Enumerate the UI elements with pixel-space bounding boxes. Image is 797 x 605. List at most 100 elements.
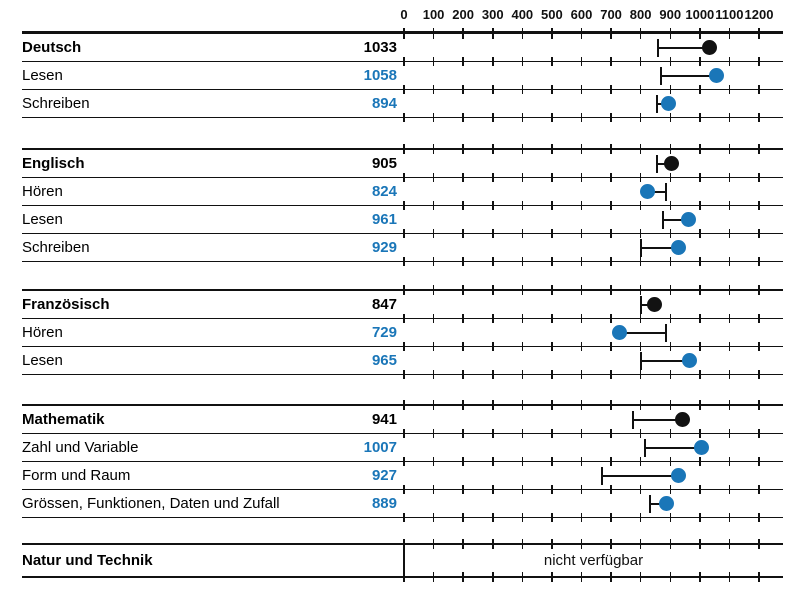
grid-tick (492, 572, 494, 582)
axis-line (22, 31, 783, 34)
grid-tick (639, 257, 642, 266)
grid-tick (639, 314, 642, 323)
grid-tick (580, 539, 583, 549)
row-separator (22, 489, 783, 490)
row-separator (22, 346, 783, 347)
row-separator (22, 89, 783, 90)
grid-tick (551, 485, 553, 494)
grid-tick (728, 485, 731, 494)
grid-tick (699, 513, 701, 522)
grid-tick (699, 572, 701, 582)
grid-tick (639, 485, 642, 494)
connector-line (649, 502, 667, 505)
grid-tick (462, 173, 464, 182)
grid-tick (551, 113, 553, 122)
grid-tick (580, 113, 583, 122)
grid-tick (699, 342, 701, 351)
grid-tick (669, 513, 671, 522)
grid-tick (728, 572, 731, 582)
grid-tick (432, 572, 435, 582)
axis-tick-label: 100 (422, 7, 445, 22)
score-dot (674, 412, 690, 427)
section-top-border (22, 148, 783, 150)
row-label: Form und Raum (22, 467, 131, 484)
grid-tick (699, 370, 701, 379)
grid-tick (521, 28, 524, 39)
grid-tick (521, 85, 524, 94)
grid-tick (728, 257, 731, 266)
row-label: Grössen, Funktionen, Daten und Zufall (22, 495, 280, 512)
score-dot (640, 184, 656, 199)
grid-tick (551, 85, 553, 94)
grid-tick (639, 513, 642, 522)
grid-tick (669, 28, 671, 39)
grid-tick (462, 485, 464, 494)
grid-tick (521, 485, 524, 494)
grid-tick (699, 173, 701, 182)
score-dot (709, 68, 725, 83)
grid-tick (639, 57, 642, 66)
connector-line (658, 46, 710, 49)
grid-tick (610, 144, 612, 154)
grid-tick (699, 285, 701, 295)
row-value: 729 (371, 324, 397, 341)
grid-tick (699, 201, 701, 210)
grid-tick (758, 572, 760, 582)
grid-tick (758, 201, 760, 210)
row-label: Englisch (22, 155, 85, 172)
grid-tick (551, 513, 553, 522)
connector-line (619, 331, 666, 334)
grid-tick (669, 201, 671, 210)
grid-tick (610, 173, 612, 182)
section-top-border (22, 404, 783, 406)
grid-tick (492, 144, 494, 154)
grid-tick (462, 229, 464, 238)
grid-tick (432, 144, 435, 154)
grid-tick (669, 257, 671, 266)
grid-tick (758, 539, 760, 549)
grid-tick (580, 429, 583, 438)
grid-tick (580, 314, 583, 323)
connector-line (645, 446, 702, 449)
grid-tick (699, 229, 701, 238)
grid-tick (403, 173, 405, 182)
grid-tick (432, 285, 435, 295)
grid-tick (521, 539, 524, 549)
grid-tick (492, 257, 494, 266)
grid-tick (639, 539, 642, 549)
grid-tick (580, 400, 583, 410)
axis-tick-label: 600 (570, 7, 593, 22)
grid-tick (462, 400, 464, 410)
grid-tick (580, 144, 583, 154)
grid-tick (521, 457, 524, 466)
grid-tick (462, 370, 464, 379)
score-dot (694, 440, 710, 455)
grid-tick (758, 257, 760, 266)
grid-tick (728, 201, 731, 210)
grid-tick (462, 85, 464, 94)
grid-tick (639, 572, 642, 582)
grid-tick (432, 513, 435, 522)
grid-tick (728, 285, 731, 295)
grid-tick (669, 314, 671, 323)
axis-tick-label: 500 (541, 7, 563, 22)
grid-tick (669, 429, 671, 438)
grid-tick (610, 285, 612, 295)
grid-tick (432, 457, 435, 466)
connector-line (640, 246, 679, 249)
row-value: 965 (371, 352, 397, 369)
ref-marker (639, 295, 642, 314)
grid-tick (521, 370, 524, 379)
row-separator (22, 61, 783, 62)
grid-tick (403, 314, 405, 323)
grid-tick (403, 342, 405, 351)
grid-tick (521, 144, 524, 154)
grid-tick (580, 173, 583, 182)
grid-tick (403, 57, 405, 66)
grid-tick (610, 113, 612, 122)
row-value: 889 (371, 495, 397, 512)
grid-tick (758, 513, 760, 522)
grid-tick (521, 400, 524, 410)
grid-tick (728, 173, 731, 182)
grid-tick (462, 257, 464, 266)
